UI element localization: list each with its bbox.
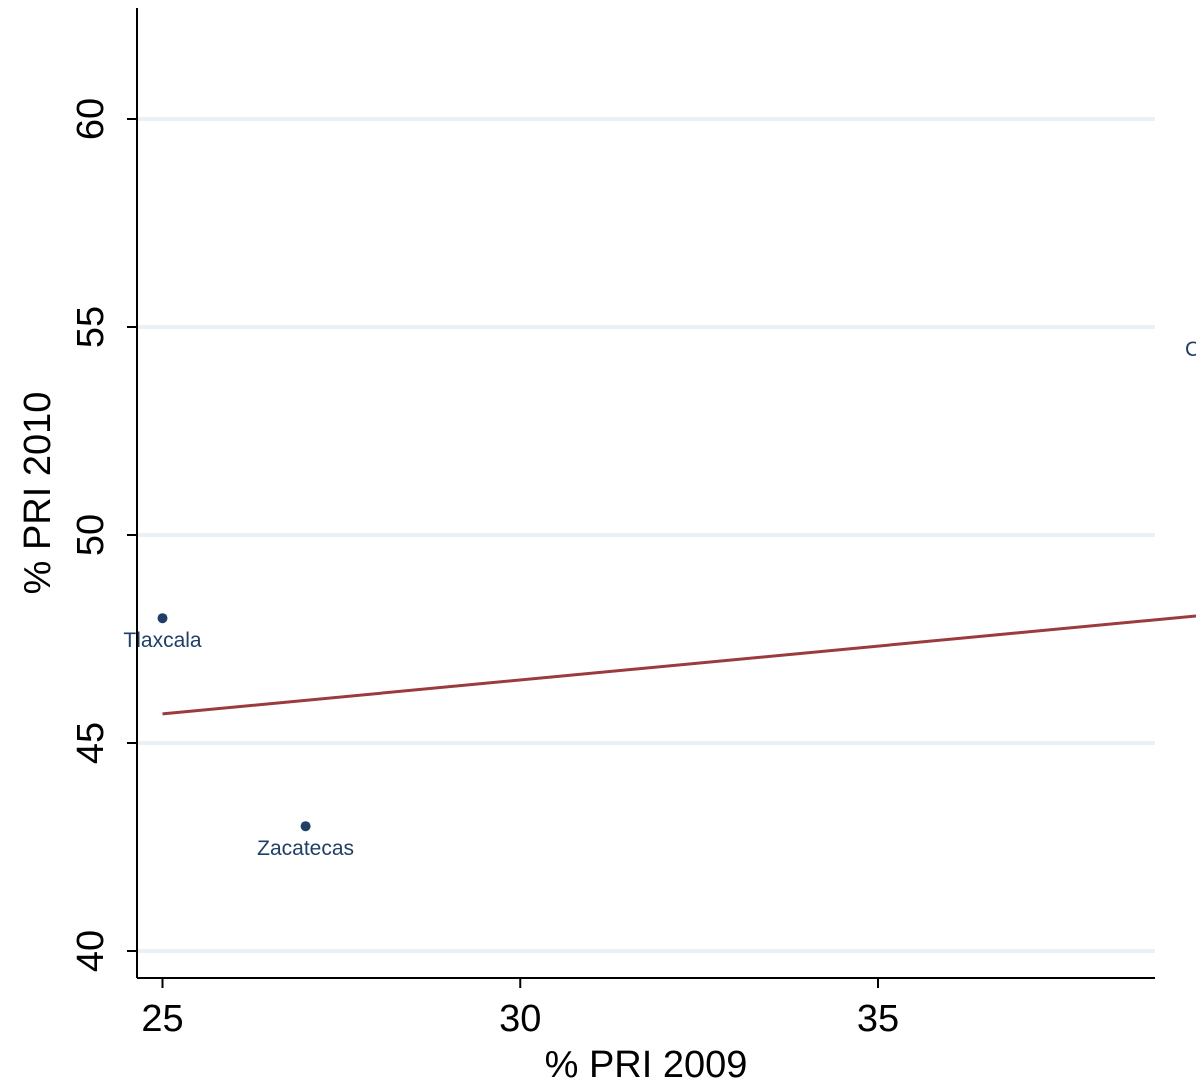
y-tick-label: 50 <box>70 514 112 556</box>
x-axis-title: % PRI 2009 <box>545 1044 748 1084</box>
grid-lines <box>137 117 1155 953</box>
axes <box>136 8 1155 979</box>
data-points <box>157 613 311 832</box>
y-tick-label: 40 <box>70 930 112 972</box>
point-label: Zacatecas <box>257 837 354 860</box>
y-tick-label: 55 <box>70 306 112 348</box>
x-tick-label: 30 <box>499 998 541 1040</box>
y-tick-label: 60 <box>70 98 112 140</box>
point-labels: TamaulipasChihuahuaAguascalientesQuintan… <box>123 338 1196 860</box>
point-label: Chihuahua <box>1185 338 1196 361</box>
x-tick-label: 25 <box>141 998 183 1040</box>
point-label: Tlaxcala <box>123 629 202 652</box>
y-tick-label: 45 <box>70 722 112 764</box>
y-axis-title: % PRI 2010 <box>17 392 59 595</box>
data-point <box>300 821 311 832</box>
x-tick-label: 35 <box>857 998 899 1040</box>
fit-line <box>162 614 1196 716</box>
data-point <box>157 613 168 624</box>
fit-line-group <box>162 614 1196 716</box>
y-axis-ticks: 40 45 50 55 60 <box>70 98 137 972</box>
